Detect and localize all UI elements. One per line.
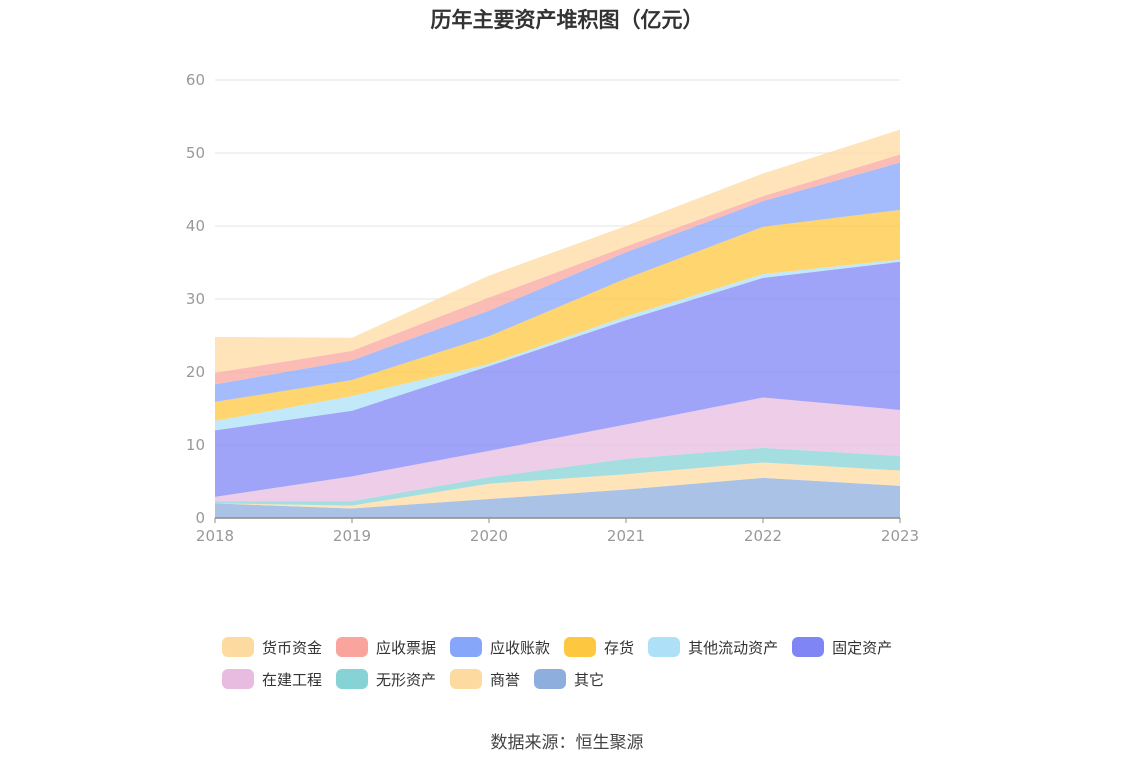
chart-title: 历年主要资产堆积图（亿元） — [430, 8, 704, 32]
legend-swatch — [792, 637, 825, 657]
y-tick-label: 60 — [186, 71, 205, 89]
legend-swatch — [450, 669, 483, 689]
area-series-无形资产 — [215, 447, 900, 506]
legend-item[interactable]: 固定资产 — [792, 637, 892, 658]
x-tick-label: 2023 — [881, 527, 919, 545]
x-tick-label: 2020 — [470, 527, 508, 545]
legend-swatch — [648, 637, 681, 657]
y-tick-label: 10 — [186, 436, 205, 454]
area-series-商誉 — [215, 462, 900, 509]
legend-label: 商誉 — [490, 670, 521, 689]
area-series-货币资金 — [215, 129, 900, 373]
x-tick-label: 2021 — [607, 527, 645, 545]
y-tick-label: 20 — [186, 363, 205, 381]
legend-label: 无形资产 — [376, 670, 437, 689]
legend-item[interactable]: 应收账款 — [450, 637, 550, 658]
legend-item[interactable]: 货币资金 — [222, 637, 322, 658]
legend-item[interactable]: 其他流动资产 — [648, 637, 778, 658]
legend-item[interactable]: 其它 — [534, 669, 604, 690]
legend-label: 应收账款 — [490, 638, 551, 657]
legend-item[interactable]: 应收票据 — [336, 637, 436, 658]
area-series-固定资产 — [215, 261, 900, 497]
legend-swatch — [336, 669, 369, 689]
legend-swatch — [450, 637, 483, 657]
legend-item[interactable]: 商誉 — [450, 669, 520, 690]
area-series-应收账款 — [215, 162, 900, 402]
legend-label: 固定资产 — [832, 638, 893, 657]
legend-label: 其它 — [574, 670, 605, 689]
legend-swatch — [222, 669, 254, 689]
legend-swatch — [534, 669, 567, 689]
y-tick-label: 30 — [186, 290, 205, 308]
area-series-其它 — [215, 477, 900, 518]
y-tick-label: 40 — [186, 217, 205, 235]
legend-label: 货币资金 — [262, 638, 323, 657]
legend: 货币资金 应收票据 应收账款 存货 其他流动资产 固定资产 在建工程 无形资产 商誉 其它 — [222, 631, 942, 695]
x-tick-label: 2022 — [744, 527, 782, 545]
area-series-在建工程 — [215, 397, 900, 502]
area-series-应收票据 — [215, 154, 900, 385]
legend-item[interactable]: 存货 — [564, 637, 634, 658]
y-tick-label: 50 — [186, 144, 205, 162]
legend-swatch — [336, 637, 369, 657]
legend-label: 应收票据 — [376, 638, 437, 657]
x-tick-label: 2019 — [333, 527, 371, 545]
legend-swatch — [564, 637, 597, 657]
legend-row-2: 在建工程 无形资产 商誉 其它 — [222, 663, 942, 695]
area-series-其他流动资产 — [215, 259, 900, 431]
legend-item[interactable]: 在建工程 — [222, 669, 322, 690]
legend-label: 在建工程 — [262, 670, 323, 689]
legend-item[interactable]: 无形资产 — [336, 669, 436, 690]
axes: 0 10 20 30 40 50 60 2018 2019 2020 2021 2022 2023 — [186, 71, 919, 545]
legend-label: 其他流动资产 — [688, 638, 779, 657]
area-series-存货 — [215, 209, 900, 421]
y-tick-label: 0 — [195, 509, 205, 527]
area-series-group — [215, 129, 900, 518]
legend-row-1: 货币资金 应收票据 应收账款 存货 其他流动资产 固定资产 — [222, 631, 942, 663]
x-tick-label: 2018 — [196, 527, 234, 545]
legend-swatch — [222, 637, 254, 657]
legend-label: 存货 — [604, 638, 635, 657]
data-source-note: 数据来源：恒生聚源 — [490, 733, 644, 753]
